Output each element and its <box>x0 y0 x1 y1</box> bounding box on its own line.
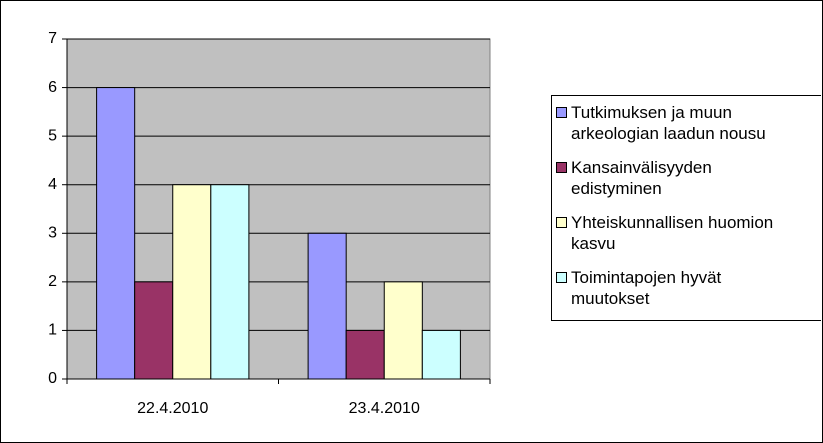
y-tick-label: 5 <box>48 127 57 144</box>
y-tick-label: 3 <box>48 225 57 242</box>
bar <box>96 87 136 380</box>
y-tick-label: 2 <box>48 273 57 290</box>
legend: Tutkimuksen ja muun arkeologian laadun n… <box>551 95 821 321</box>
bar <box>210 184 250 380</box>
x-tick-label: 22.4.2010 <box>137 400 208 417</box>
bar <box>134 281 174 380</box>
bar <box>345 329 385 380</box>
bar <box>307 232 347 380</box>
legend-label: Yhteiskunnallisen huomion kasvu <box>571 213 774 253</box>
x-tick-label: 23.4.2010 <box>349 400 420 417</box>
legend-swatch <box>556 217 567 228</box>
y-tick-label: 6 <box>48 79 57 96</box>
legend-entry: Kansainvälisyyden edistyminen <box>556 157 821 199</box>
legend-swatch <box>556 107 567 118</box>
legend-swatch <box>556 162 567 173</box>
bar <box>172 184 212 380</box>
legend-entry: Yhteiskunnallisen huomion kasvu <box>556 212 821 254</box>
legend-label: Tutkimuksen ja muun arkeologian laadun n… <box>571 103 766 143</box>
y-tick-label: 0 <box>48 370 57 387</box>
legend-label: Kansainvälisyyden edistyminen <box>571 158 712 198</box>
legend-swatch <box>556 272 567 283</box>
legend-label: Toimintapojen hyvät muutokset <box>571 268 722 308</box>
y-tick-label: 7 <box>48 30 57 47</box>
bar <box>421 329 461 380</box>
y-tick-label: 4 <box>48 176 57 193</box>
legend-entry: Tutkimuksen ja muun arkeologian laadun n… <box>556 102 821 144</box>
legend-entry: Toimintapojen hyvät muutokset <box>556 267 821 309</box>
y-tick-label: 1 <box>48 322 57 339</box>
bar <box>383 281 423 380</box>
